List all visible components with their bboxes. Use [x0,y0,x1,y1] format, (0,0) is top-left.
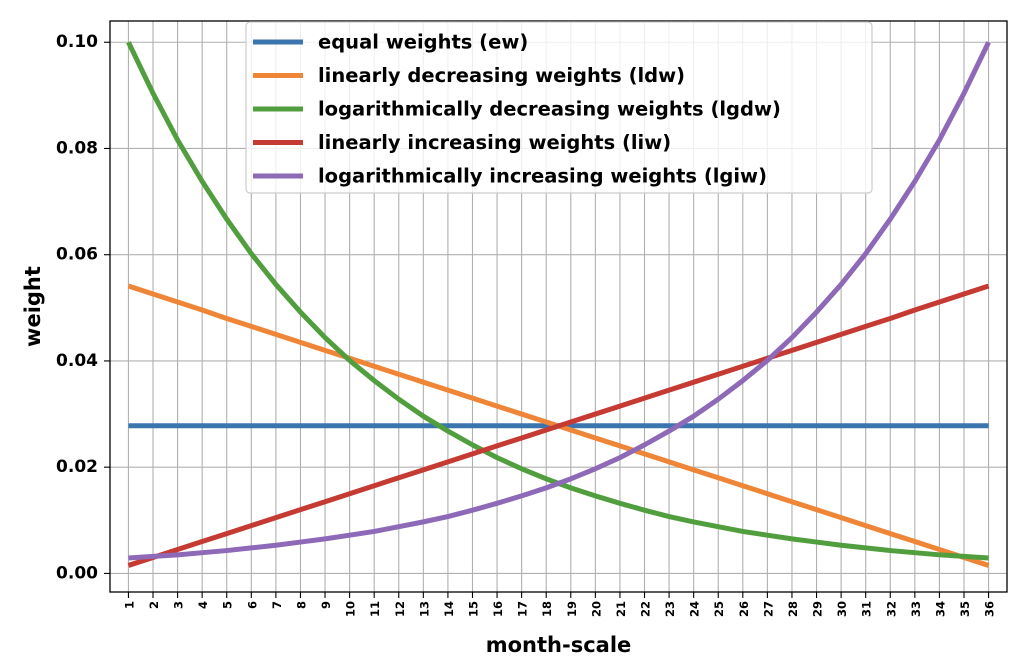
x-tick-label: 5 [221,601,235,609]
x-tick-label: 17 [516,601,530,617]
y-tick-label: 0.06 [56,245,98,265]
x-tick-labels: 1 2 3 4 5 6 7 8 9 10 11 12 13 14 15 16 17 18 19 20 21 22 23 24 2… [122,601,996,617]
legend-label-2: logarithmically decreasing weights (lgdw… [318,98,781,121]
y-tick-label: 0.08 [56,138,98,158]
x-tick-label: 25 [712,601,726,617]
x-tick-label: 18 [540,601,554,617]
legend-label-4: logarithmically increasing weights (lgiw… [318,165,767,188]
axis-ticks [104,41,990,598]
x-tick-label: 1 [122,601,136,609]
legend-label-3: linearly increasing weights (liw) [318,131,671,154]
x-tick-label: 10 [344,601,358,617]
x-tick-label: 21 [614,601,628,617]
legend-box [245,21,873,194]
x-tick-label: 3 [172,601,186,609]
x-tick-label: 14 [442,601,456,617]
series-line-3 [127,283,990,568]
x-tick-label: 11 [368,601,382,617]
x-tick-label: 27 [761,601,775,617]
x-tick-label: 30 [835,601,849,617]
x-tick-label: 4 [196,601,210,609]
x-tick-label: 26 [737,601,751,617]
x-tick-label: 33 [909,601,923,617]
y-tick-labels: 0.00 0.02 0.04 0.06 0.08 0.10 [56,32,98,583]
legend-label-0: equal weights (ew) [318,31,528,54]
x-tick-label: 6 [245,601,259,609]
x-tick-label: 32 [884,601,898,617]
x-tick-label: 23 [663,601,677,617]
x-tick-label: 9 [319,601,333,609]
legend: equal weights (ew) linearly decreasing we… [245,21,873,194]
series-lines [126,41,991,568]
x-tick-label: 19 [565,601,579,617]
series-line-4 [128,41,991,561]
x-tick-label: 35 [958,601,972,617]
x-tick-label: 28 [786,601,800,617]
y-axis-label: weight [21,266,45,347]
y-tick-label: 0.00 [56,563,98,583]
x-tick-label: 15 [466,601,480,617]
x-tick-label: 34 [933,601,947,617]
x-tick-label: 12 [393,601,407,617]
x-tick-label: 2 [147,601,161,609]
x-tick-label: 29 [811,601,825,617]
plot-frame [109,20,1008,593]
y-tick-label: 0.10 [56,32,98,52]
x-tick-label: 8 [294,601,308,609]
y-tick-label: 0.04 [56,351,98,371]
x-tick-label: 36 [983,601,997,617]
y-tick-label: 0.02 [56,457,98,477]
x-tick-label: 20 [589,601,603,617]
x-axis-label: month-scale [486,633,632,657]
x-tick-label: 7 [270,601,284,609]
x-tick-label: 24 [688,601,702,617]
x-tick-label: 31 [860,601,874,617]
x-tick-label: 22 [639,601,653,617]
x-tick-label: 16 [491,601,505,617]
legend-label-1: linearly decreasing weights (ldw) [318,64,685,87]
x-tick-label: 13 [417,601,431,617]
